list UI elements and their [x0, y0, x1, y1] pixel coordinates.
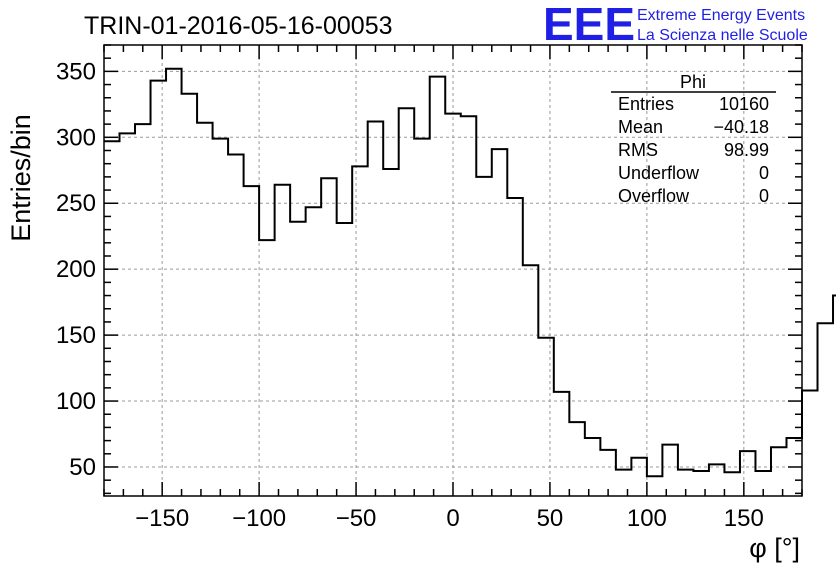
stats-label: Mean [618, 117, 663, 137]
y-tick-label: 350 [56, 58, 96, 85]
stats-label: Underflow [618, 163, 700, 183]
y-tick-label: 250 [56, 190, 96, 217]
stats-value: 98.99 [724, 140, 769, 160]
stats-value: 10160 [719, 94, 769, 114]
stats-rows: Entries 10160 Mean −40.18 RMS 98.99 Underflow 0… [618, 94, 769, 206]
logo-line-1: Extreme Energy Events [637, 7, 805, 24]
x-tick-label: 0 [446, 505, 459, 532]
stats-label: RMS [618, 140, 658, 160]
x-tick-labels: −150 −100 −50 0 50 100 150 [135, 505, 764, 532]
grid-lines [104, 45, 802, 496]
histogram-line [104, 67, 836, 478]
stats-label: Entries [618, 94, 674, 114]
x-axis-label: φ [°] [749, 533, 800, 563]
logo-line-2: La Scienza nelle Scuole [637, 27, 808, 44]
stats-box: Phi Entries 10160 Mean −40.18 RMS 98.99 Underf… [611, 72, 776, 206]
y-tick-label: 100 [56, 388, 96, 415]
chart-title: TRIN-01-2016-05-16-00053 [84, 12, 393, 40]
stats-title: Phi [680, 72, 706, 92]
stats-label: Overflow [618, 186, 690, 206]
axis-ticks [103, 44, 803, 496]
x-tick-label: 100 [627, 505, 667, 532]
y-tick-labels: 50 100 150 200 250 300 350 [56, 58, 96, 481]
y-tick-label: 300 [56, 124, 96, 151]
stats-value: 0 [759, 186, 769, 206]
y-axis-label: Entries/bin [6, 114, 36, 242]
y-tick-label: 150 [56, 322, 96, 349]
y-tick-label: 50 [69, 454, 96, 481]
x-tick-label: −50 [336, 505, 377, 532]
stats-value: 0 [759, 163, 769, 183]
eee-logo: EEE Extreme Energy Events La Scienza nel… [543, 0, 808, 50]
x-tick-label: −150 [135, 505, 189, 532]
x-tick-label: 150 [724, 505, 764, 532]
x-tick-label: −100 [232, 505, 286, 532]
x-tick-label: 50 [537, 505, 564, 532]
stats-value: −40.18 [713, 117, 769, 137]
logo-mark: EEE [543, 0, 635, 50]
y-tick-label: 200 [56, 256, 96, 283]
